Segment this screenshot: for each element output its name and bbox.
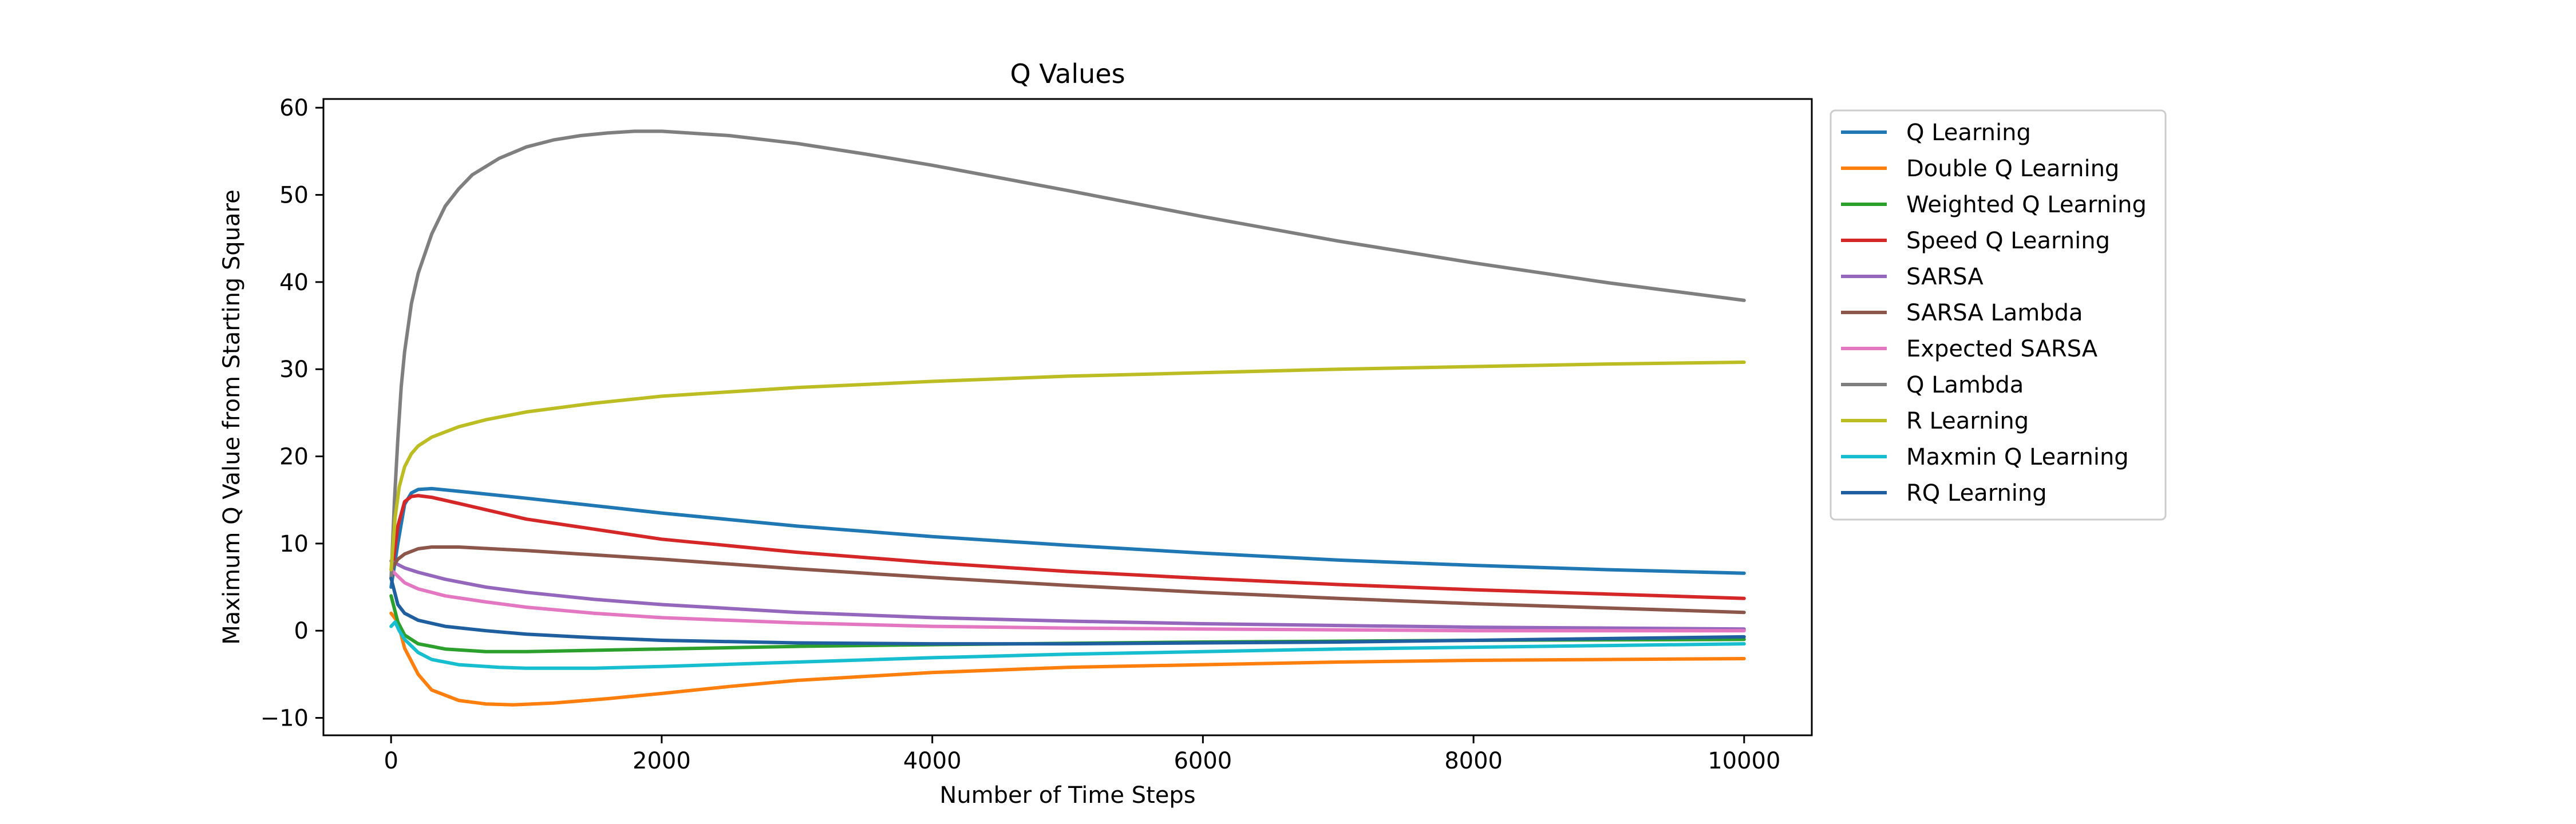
legend-label: Double Q Learning [1906,156,2119,182]
x-tick-label: 0 [384,748,398,774]
x-tick-label: 4000 [903,748,962,774]
y-axis-ticks: −10 0 10 20 30 40 50 60 [260,95,323,732]
x-tick-label: 10000 [1708,748,1780,774]
legend-label: RQ Learning [1906,480,2047,506]
y-tick-label: 10 [279,531,309,557]
y-tick-label: 0 [294,618,309,644]
x-tick-label: 8000 [1444,748,1503,774]
y-axis-label: Maximum Q Value from Starting Square [219,189,245,644]
y-tick-label: 60 [279,95,309,121]
legend-box [1830,109,2167,521]
series-line-8 [389,129,1746,580]
x-axis-label: Number of Time Steps [939,782,1195,809]
y-tick-label: 50 [279,183,309,209]
y-tick-label: 30 [279,356,309,383]
legend-label: Speed Q Learning [1906,228,2110,254]
y-tick-label: 20 [279,444,309,470]
legend-label: Q Learning [1906,120,2031,146]
legend-label: SARSA Lambda [1906,300,2083,326]
series-line-11 [389,576,1746,646]
series-line-5 [389,559,1746,631]
x-tick-label: 2000 [633,748,691,774]
legend-label: R Learning [1906,408,2029,434]
legend-label: Q Lambda [1906,372,2024,398]
series-line-2 [389,611,1746,707]
legend: Q Learning Double Q Learning Weighted Q Le… [1830,109,2167,521]
series-line-4 [389,494,1746,600]
x-axis-ticks: 0 2000 4000 6000 8000 10000 [384,735,1780,774]
series-line-9 [389,360,1746,572]
legend-label: Expected SARSA [1906,336,2098,362]
legend-label: Weighted Q Learning [1906,192,2147,218]
series-line-7 [389,568,1746,633]
plot-lines [389,129,1746,707]
series-line-6 [389,545,1746,615]
series-line-10 [389,620,1746,670]
legend-label: SARSA [1906,264,1984,290]
chart-title: Q Values [1010,58,1125,89]
x-tick-label: 6000 [1174,748,1232,774]
legend-label: Maxmin Q Learning [1906,444,2129,470]
y-tick-label: 40 [279,270,309,296]
y-tick-label: −10 [260,706,309,732]
plot-frame [322,98,1813,736]
